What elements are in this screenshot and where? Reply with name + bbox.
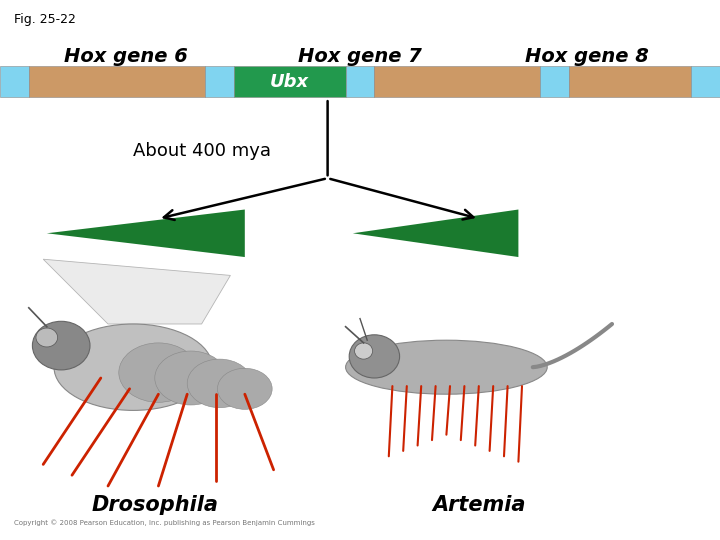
Ellipse shape xyxy=(217,368,272,409)
Bar xyxy=(540,66,569,97)
Ellipse shape xyxy=(32,321,90,370)
Ellipse shape xyxy=(349,335,400,378)
Polygon shape xyxy=(43,259,230,324)
Ellipse shape xyxy=(36,328,58,347)
Ellipse shape xyxy=(355,343,373,359)
Bar xyxy=(691,66,720,97)
Text: About 400 mya: About 400 mya xyxy=(133,142,271,160)
Text: Artemia: Artemia xyxy=(432,495,526,515)
Bar xyxy=(205,66,234,97)
Text: Fig. 25-22: Fig. 25-22 xyxy=(14,14,76,26)
Ellipse shape xyxy=(155,351,227,405)
Text: Hox gene 6: Hox gene 6 xyxy=(64,47,188,66)
Ellipse shape xyxy=(187,359,252,408)
Ellipse shape xyxy=(54,324,212,410)
Bar xyxy=(374,66,540,97)
Text: Hox gene 7: Hox gene 7 xyxy=(298,47,422,66)
Ellipse shape xyxy=(119,343,198,402)
Text: Ubx: Ubx xyxy=(270,72,309,91)
Bar xyxy=(346,66,374,97)
Bar xyxy=(569,66,691,97)
Bar xyxy=(29,66,205,97)
Text: Copyright © 2008 Pearson Education, Inc. publishing as Pearson Benjamin Cummings: Copyright © 2008 Pearson Education, Inc.… xyxy=(14,520,315,526)
Bar xyxy=(0,66,29,97)
Bar xyxy=(234,66,346,97)
Polygon shape xyxy=(47,210,245,257)
Text: Hox gene 8: Hox gene 8 xyxy=(525,47,649,66)
Ellipse shape xyxy=(346,340,547,394)
Text: Drosophila: Drosophila xyxy=(91,495,218,515)
Polygon shape xyxy=(353,210,518,257)
